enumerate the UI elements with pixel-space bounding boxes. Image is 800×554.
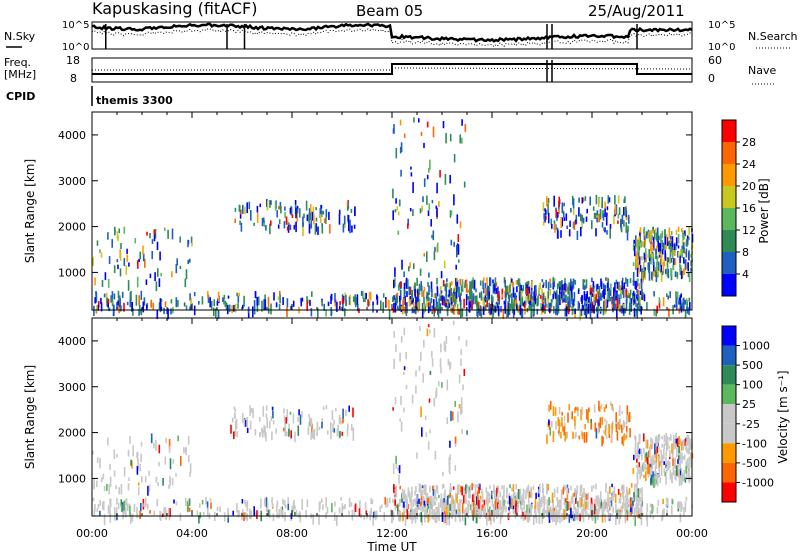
colorbar-tick-label: 4 [742,268,749,281]
colorbar-swatch [722,482,736,502]
noise-right-label: N.Search [748,30,798,43]
beam-title: Beam 05 [356,2,423,20]
colorbar-swatch [722,252,736,274]
xtick-label: 04:00 [176,527,208,540]
colorbar-swatch [722,326,736,346]
colorbar-swatch [722,404,736,424]
velocity-xticks [91,318,693,516]
velocity-ylabel: Slant Range [km] [23,365,37,469]
colorbar-tick-label: 20 [742,180,756,193]
freq-panel: Freq. [MHz] 18 8 60 0 Nave [4,54,776,85]
nave-right-label: Nave [748,64,776,77]
ytick-label: 4000 [58,335,86,348]
station-title: Kapuskasing (fitACF) [92,0,257,18]
power-scatter [92,117,694,321]
velocity-scatter [92,320,694,527]
colorbar-swatch [722,230,736,252]
cpid-panel: CPID themis 3300 [6,86,173,107]
colorbar-tick-label: 100 [742,379,763,392]
colorbar-swatch [722,274,736,296]
colorbar-tick-label: 25 [742,398,756,411]
time-axis-tick-labels: 00:00 04:00 08:00 12:00 16:00 20:00 00:00 [76,527,708,540]
colorbar-swatch [722,443,736,463]
colorbar-swatch [722,164,736,186]
power-colorbar: 4 8 12 16 20 24 28 [721,119,756,297]
xtick-label: 08:00 [276,527,308,540]
ytick-label: 1000 [58,472,86,485]
colorbar-tick-label: 12 [742,224,756,237]
xtick-label: 16:00 [476,527,508,540]
xtick-label: 20:00 [576,527,608,540]
colorbar-swatch [722,462,736,483]
power-yticks: 1000 2000 3000 4000 [58,129,692,279]
freq-line [92,63,692,75]
colorbar-swatch [722,423,736,444]
time-axis-label: Time UT [366,540,417,554]
noise-left-tick-top: 10^5 [62,20,89,31]
noise-panel: N.Sky 10^5 10^0 10^5 10^0 N.Search [4,20,798,53]
colorbar-tick-label: 28 [742,136,756,149]
power-ylabel: Slant Range [km] [23,159,37,263]
xtick-label: 00:00 [76,527,108,540]
cpid-value: themis 3300 [96,94,173,107]
noise-right-tick-top: 10^5 [708,20,735,31]
colorbar-tick-label: -500 [742,457,767,470]
colorbar-tick-label: 16 [742,202,756,215]
colorbar-tick-label: -100 [742,437,767,450]
ytick-label: 2000 [58,427,86,440]
colorbar-swatch [722,384,736,405]
colorbar-tick-label: -1000 [742,476,774,489]
freq-left-tick-bottom: 8 [70,72,77,85]
colorbar-tick-label: 1000 [742,340,770,353]
colorbar-swatch [722,186,736,208]
colorbar-tick-label: 8 [742,246,749,259]
ytick-label: 3000 [58,381,86,394]
colorbar-tick-label: -25 [742,418,760,431]
freq-right-tick-bottom: 0 [708,72,715,85]
colorbar-swatch [722,120,736,142]
freq-left-tick-top: 18 [66,54,80,67]
nave-line [92,67,693,71]
noise-sky-line [91,22,693,43]
colorbar-swatch [722,365,736,385]
colorbar-tick-label: 500 [742,359,763,372]
colorbar-swatch [722,345,736,366]
ytick-label: 2000 [58,221,86,234]
noise-search-line [91,28,693,48]
velocity-colorbar: -1000 -500 -100 -25 25 100 500 1000 [721,325,774,503]
freq-left-label: Freq. [4,56,31,69]
power-panel: 1000 2000 3000 4000 Slant Range [km] 4 8 12 16… [23,111,771,321]
power-colorbar-label: Power [dB] [757,178,771,243]
ytick-label: 3000 [58,175,86,188]
ytick-label: 4000 [58,129,86,142]
noise-left-tick-bottom: 10^0 [62,42,89,53]
colorbar-swatch [722,208,736,230]
noise-left-label: N.Sky [4,30,36,43]
date-title: 25/Aug/2011 [588,2,685,20]
colorbar-swatch [722,142,736,164]
xtick-label: 12:00 [376,527,408,540]
freq-left-unit: [MHz] [4,68,36,81]
freq-right-tick-top: 60 [708,54,722,67]
noise-right-tick-bottom: 10^0 [708,42,735,53]
ytick-label: 1000 [58,266,86,279]
velocity-colorbar-label: Velocity [m s⁻¹] [776,370,790,463]
xtick-label: 00:00 [676,527,708,540]
velocity-yticks: 1000 2000 3000 4000 [58,335,692,485]
cpid-label: CPID [6,90,35,103]
colorbar-tick-label: 24 [742,158,756,171]
power-xticks [91,112,693,310]
